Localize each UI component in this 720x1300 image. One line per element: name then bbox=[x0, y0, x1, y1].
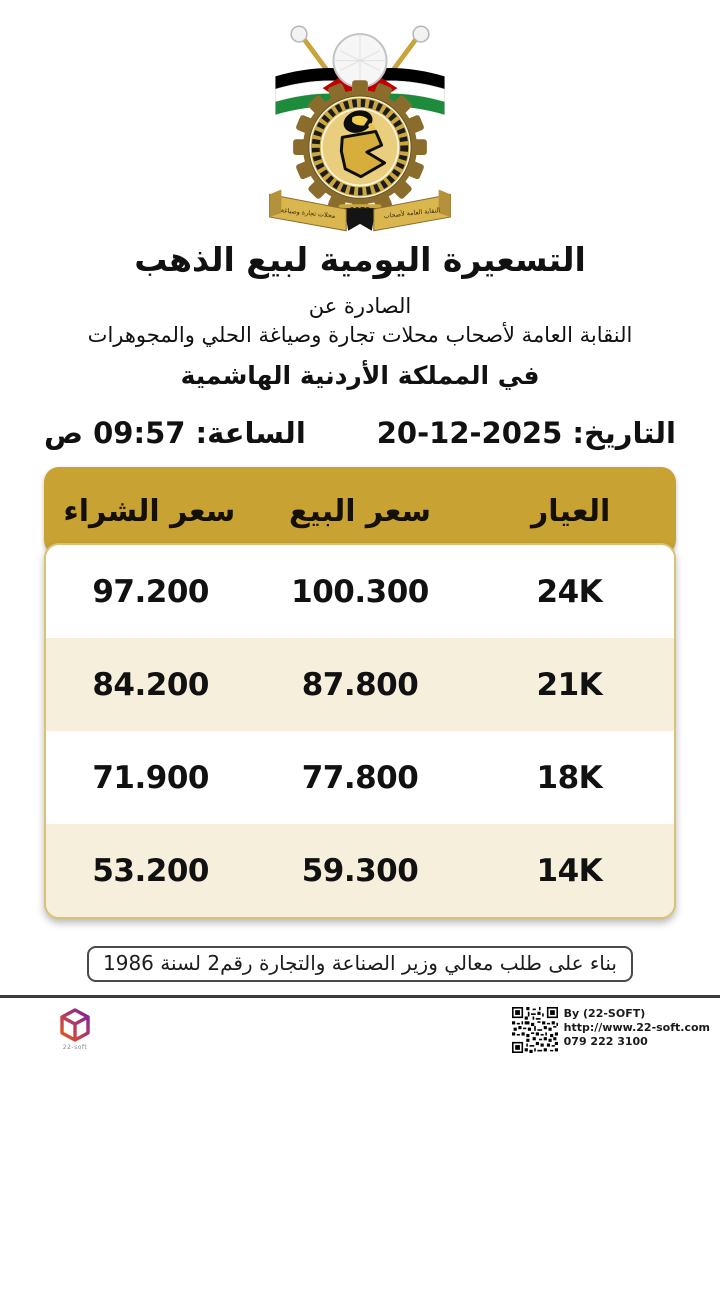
ball-facets bbox=[333, 34, 387, 88]
syndicate-name-line: النقابة العامة لأصحاب محلات تجارة وصياغة… bbox=[87, 323, 633, 347]
time-label: الساعة: bbox=[195, 416, 306, 450]
karat-value: 18K bbox=[536, 759, 603, 796]
table-header-row: العيار سعر البيع سعر الشراء bbox=[44, 467, 676, 555]
time-field: الساعة: 09:57 ص bbox=[44, 416, 306, 450]
karat-value: 24K bbox=[536, 573, 603, 610]
ribbon-banner-icon: محلات تجارة وصياغة النقابة العامة لأصحاب bbox=[269, 189, 451, 232]
date-value: 20-12-2025 bbox=[376, 416, 563, 450]
table-body: 24K 100.300 97.200 21K 87.800 84.200 18K… bbox=[44, 543, 676, 919]
footer-divider bbox=[0, 995, 720, 998]
sell-price: 87.800 bbox=[301, 666, 419, 703]
vendor-credit-text: By (22-SOFT) http://www.22-soft.com 079 … bbox=[564, 1007, 710, 1049]
sell-price: 77.800 bbox=[301, 759, 419, 796]
legal-footnote: بناء على طلب معالي وزير الصناعة والتجارة… bbox=[87, 946, 633, 982]
date-field: التاريخ: 20-12-2025 bbox=[377, 416, 676, 450]
vendor-by-line: By (22-SOFT) bbox=[563, 1007, 646, 1020]
issued-by-line: الصادرة عن bbox=[308, 294, 412, 318]
sell-price: 59.300 bbox=[301, 852, 419, 889]
meander-ring-icon bbox=[311, 98, 409, 196]
software-vendor-logo: 22-soft bbox=[52, 1007, 98, 1051]
footer: 22-soft bbox=[0, 998, 720, 1053]
vendor-credit-block: By (22-SOFT) http://www.22-soft.com 079 … bbox=[511, 1007, 710, 1053]
date-label: التاريخ: bbox=[572, 416, 676, 450]
cube-logo-caption: 22-soft bbox=[62, 1044, 88, 1051]
sell-price: 100.300 bbox=[291, 573, 429, 610]
country-line: في المملكة الأردنية الهاشمية bbox=[180, 361, 540, 390]
table-row: 18K 77.800 71.900 bbox=[46, 731, 674, 824]
column-header-buy: سعر الشراء bbox=[63, 493, 236, 529]
syndicate-emblem: 1972 محلات تجارة وصياغة النقابة العامة ل… bbox=[269, 25, 451, 232]
karat-value: 14K bbox=[536, 852, 603, 889]
buy-price: 71.900 bbox=[92, 759, 209, 796]
buy-price: 84.200 bbox=[92, 666, 209, 703]
page-title: التسعيرة اليومية لبيع الذهب bbox=[134, 240, 586, 279]
gold-crucible-map-icon bbox=[339, 110, 387, 179]
table-row: 24K 100.300 97.200 bbox=[46, 545, 674, 638]
vendor-url-line: http://www.22-soft.com bbox=[563, 1021, 710, 1034]
table-row: 21K 87.800 84.200 bbox=[46, 638, 674, 731]
cube-logo-icon bbox=[60, 1008, 90, 1042]
table-row: 14K 59.300 53.200 bbox=[46, 824, 674, 917]
karat-value: 21K bbox=[536, 666, 603, 703]
buy-price: 53.200 bbox=[92, 852, 209, 889]
date-time-row: التاريخ: 20-12-2025 الساعة: 09:57 ص bbox=[44, 416, 676, 450]
column-header-karat: العيار bbox=[531, 493, 611, 529]
vendor-phone-line: 079 222 3100 bbox=[563, 1035, 648, 1048]
gold-price-table: العيار سعر البيع سعر الشراء 24K 100.300 … bbox=[44, 467, 676, 919]
buy-price: 97.200 bbox=[92, 573, 209, 610]
qr-code-icon bbox=[511, 1007, 558, 1053]
time-value: 09:57 ص bbox=[44, 416, 186, 450]
column-header-sell: سعر البيع bbox=[288, 493, 432, 529]
